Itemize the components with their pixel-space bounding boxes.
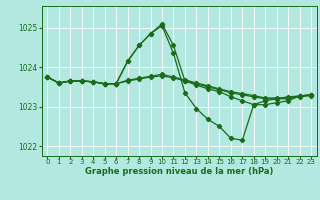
X-axis label: Graphe pression niveau de la mer (hPa): Graphe pression niveau de la mer (hPa) <box>85 167 273 176</box>
